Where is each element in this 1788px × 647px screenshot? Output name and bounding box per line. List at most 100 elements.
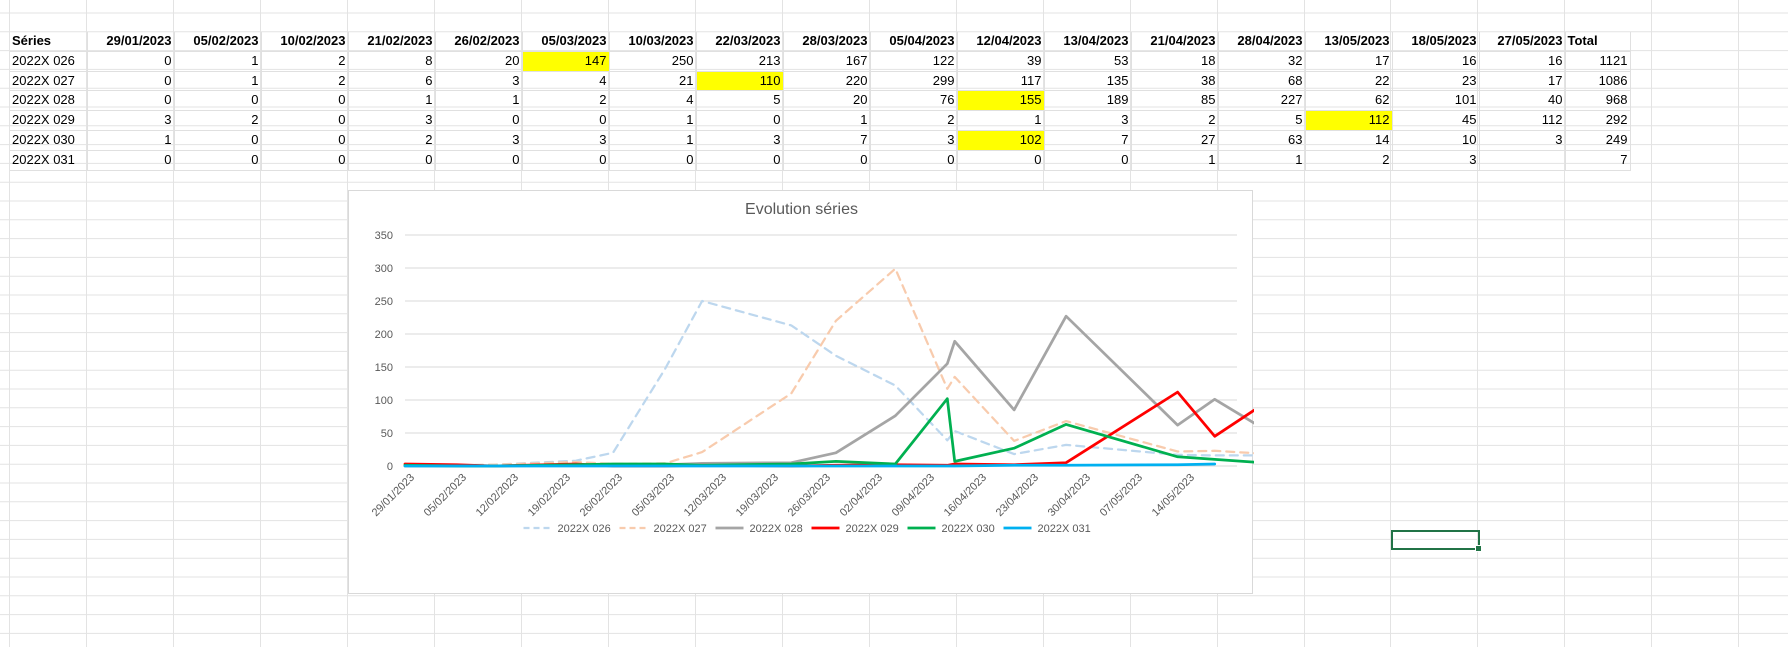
series-name-cell[interactable]: 2022X 030 [10,130,88,151]
value-cell[interactable]: 40 [1479,90,1566,112]
selected-cell[interactable] [1391,530,1482,552]
header-date-cell[interactable]: 29/01/2023 [87,32,175,52]
header-date-cell[interactable]: 27/05/2023 [1479,32,1566,52]
value-cell[interactable] [1479,150,1566,171]
value-cell[interactable]: 76 [870,90,958,112]
value-cell[interactable]: 14 [1305,130,1393,151]
value-cell[interactable]: 101 [1392,90,1480,112]
value-cell[interactable]: 17 [1305,51,1393,72]
value-cell[interactable]: 227 [1218,90,1306,112]
value-cell[interactable]: 17 [1479,71,1566,92]
value-cell[interactable]: 0 [609,150,697,171]
value-cell[interactable]: 16 [1392,51,1480,72]
value-cell[interactable]: 0 [783,150,871,171]
value-cell[interactable]: 112 [1479,110,1566,131]
value-cell[interactable]: 189 [1044,90,1132,112]
value-cell[interactable]: 0 [870,150,958,171]
value-cell[interactable]: 0 [1044,150,1132,171]
value-cell[interactable]: 0 [261,130,349,151]
header-date-cell[interactable]: 26/02/2023 [435,32,523,52]
value-cell[interactable]: 3 [1392,150,1480,171]
value-cell[interactable]: 38 [1131,71,1219,92]
total-cell[interactable]: 7 [1565,150,1631,171]
header-date-cell[interactable]: 05/03/2023 [522,32,610,52]
total-cell[interactable]: 292 [1565,110,1631,131]
value-cell[interactable]: 63 [1218,130,1306,151]
value-cell[interactable]: 3 [522,130,610,151]
value-cell[interactable]: 0 [957,150,1045,171]
value-cell[interactable]: 20 [435,51,523,72]
value-cell[interactable]: 0 [261,150,349,171]
value-cell[interactable]: 4 [522,71,610,92]
value-cell[interactable]: 4 [609,90,697,112]
value-cell[interactable]: 3 [87,110,175,131]
total-cell[interactable]: 1086 [1565,71,1631,92]
header-date-cell[interactable]: 22/03/2023 [696,32,784,52]
value-cell[interactable]: 2 [870,110,958,131]
value-cell[interactable]: 1 [174,51,262,72]
value-cell[interactable]: 0 [261,110,349,131]
value-cell[interactable]: 0 [87,71,175,92]
value-cell[interactable]: 22 [1305,71,1393,92]
value-cell[interactable]: 3 [1479,130,1566,151]
value-cell[interactable]: 7 [783,130,871,151]
value-cell[interactable]: 2 [261,51,349,72]
series-name-cell[interactable]: 2022X 029 [10,110,88,131]
value-cell[interactable]: 0 [174,90,262,112]
value-cell[interactable]: 0 [435,110,523,131]
value-cell[interactable]: 2 [348,130,436,151]
value-cell[interactable]: 213 [696,51,784,72]
value-cell[interactable]: 3 [435,130,523,151]
fill-handle[interactable] [1475,545,1482,552]
header-date-cell[interactable]: 21/02/2023 [348,32,436,52]
value-cell[interactable]: 102 [957,130,1045,151]
value-cell[interactable]: 21 [609,71,697,92]
value-cell[interactable]: 2 [1305,150,1393,171]
value-cell[interactable]: 3 [696,130,784,151]
value-cell[interactable]: 1 [174,71,262,92]
value-cell[interactable]: 1 [957,110,1045,131]
series-name-cell[interactable]: 2022X 028 [10,90,88,112]
value-cell[interactable]: 1 [1131,150,1219,171]
total-cell[interactable]: 249 [1565,130,1631,151]
series-name-cell[interactable]: 2022X 027 [10,71,88,92]
header-date-cell[interactable]: 10/02/2023 [261,32,349,52]
value-cell[interactable]: 1 [1218,150,1306,171]
value-cell[interactable]: 16 [1479,51,1566,72]
series-name-cell[interactable]: 2022X 031 [10,150,88,171]
value-cell[interactable]: 2 [261,71,349,92]
value-cell[interactable]: 27 [1131,130,1219,151]
value-cell[interactable]: 1 [609,130,697,151]
line-chart[interactable]: Evolution séries 0 50 100 150 200 250 300 350 29… [348,190,1254,594]
value-cell[interactable]: 1 [87,130,175,151]
value-cell[interactable]: 0 [261,90,349,112]
value-cell[interactable]: 122 [870,51,958,72]
value-cell[interactable]: 1 [435,90,523,112]
header-date-cell[interactable]: 28/03/2023 [783,32,871,52]
value-cell[interactable]: 5 [1218,110,1306,131]
header-series-label[interactable]: Séries [10,32,88,52]
value-cell[interactable]: 2 [522,90,610,112]
value-cell[interactable]: 0 [435,150,523,171]
value-cell[interactable]: 6 [348,71,436,92]
value-cell[interactable]: 220 [783,71,871,92]
value-cell[interactable]: 0 [87,150,175,171]
value-cell[interactable]: 3 [1044,110,1132,131]
total-cell[interactable]: 968 [1565,90,1631,112]
header-date-cell[interactable]: 05/02/2023 [174,32,262,52]
value-cell[interactable]: 0 [174,130,262,151]
value-cell[interactable]: 1 [609,110,697,131]
value-cell[interactable]: 250 [609,51,697,72]
value-cell[interactable]: 23 [1392,71,1480,92]
value-cell[interactable]: 0 [174,150,262,171]
value-cell[interactable]: 1 [348,90,436,112]
value-cell[interactable]: 112 [1305,110,1393,131]
value-cell[interactable]: 299 [870,71,958,92]
value-cell[interactable]: 3 [348,110,436,131]
header-date-cell[interactable]: 18/05/2023 [1392,32,1480,52]
value-cell[interactable]: 20 [783,90,871,112]
value-cell[interactable]: 68 [1218,71,1306,92]
header-date-cell[interactable]: 28/04/2023 [1218,32,1306,52]
value-cell[interactable]: 2 [1131,110,1219,131]
value-cell[interactable]: 53 [1044,51,1132,72]
